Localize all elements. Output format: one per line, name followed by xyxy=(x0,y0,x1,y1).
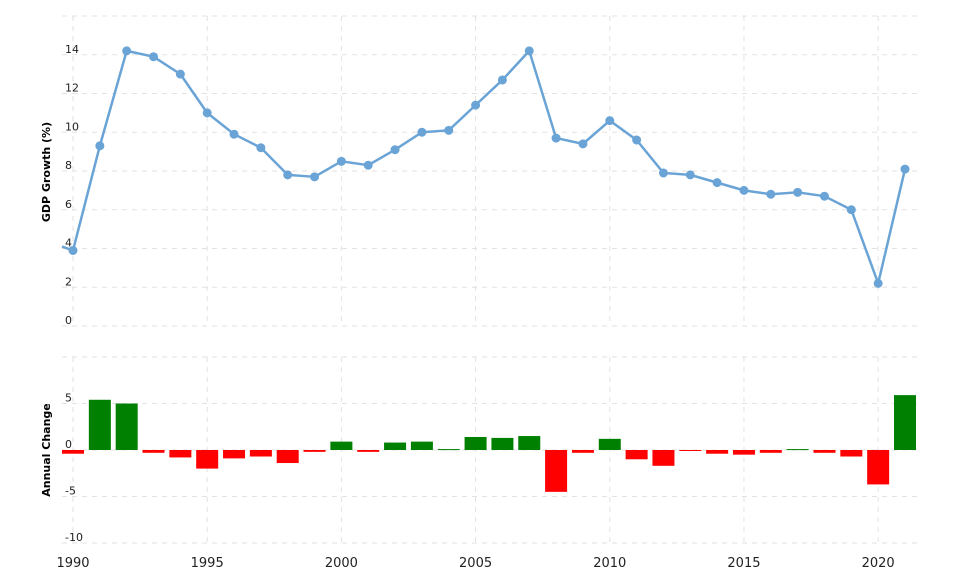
annual-change-bar xyxy=(223,450,246,459)
annual-change-bar xyxy=(894,395,916,450)
annual-change-bar xyxy=(384,442,407,450)
annual-change-bar xyxy=(518,436,541,450)
top-y-tick-label: 14 xyxy=(65,43,79,56)
annual-change-bar xyxy=(598,438,621,450)
gdp-growth-point xyxy=(471,100,481,110)
gdp-growth-point xyxy=(739,185,749,195)
gdp-growth-point xyxy=(283,170,293,180)
gdp-growth-point xyxy=(310,172,320,182)
annual-change-bar xyxy=(491,437,514,450)
gdp-growth-point xyxy=(256,143,266,153)
gdp-growth-point xyxy=(175,69,185,79)
top-y-tick-label: 6 xyxy=(65,198,72,211)
gdp-growth-point xyxy=(68,245,78,255)
gdp-growth-point xyxy=(202,108,212,118)
top-panel-grid xyxy=(62,15,917,327)
x-tick-label: 2020 xyxy=(862,556,895,571)
gdp-growth-point xyxy=(551,133,561,143)
annual-change-bar xyxy=(625,450,648,460)
gdp-growth-point xyxy=(819,191,829,201)
annual-change-bars xyxy=(62,395,916,492)
gdp-growth-series xyxy=(61,46,910,288)
gdp-growth-point xyxy=(149,52,159,62)
bottom-y-tick-label: -5 xyxy=(65,485,76,498)
annual-change-bar xyxy=(652,450,675,466)
gdp-growth-point xyxy=(95,141,105,151)
annual-change-bar xyxy=(786,449,809,451)
annual-change-bar xyxy=(759,450,782,453)
gdp-growth-point xyxy=(766,189,776,199)
gdp-growth-point xyxy=(390,145,400,155)
top-y-tick-label: 2 xyxy=(65,275,72,288)
gdp-growth-point xyxy=(900,164,910,174)
annual-change-bar xyxy=(867,450,890,485)
gdp-growth-point xyxy=(578,139,588,149)
annual-change-bar xyxy=(410,441,433,450)
annual-change-bar xyxy=(813,450,836,453)
top-y-tick-label: 0 xyxy=(65,314,72,327)
gdp-growth-point xyxy=(444,125,454,135)
annual-change-bar xyxy=(840,450,863,457)
annual-change-bar xyxy=(464,436,487,450)
annual-change-bar xyxy=(196,450,219,469)
gdp-growth-point xyxy=(632,135,642,145)
gdp-growth-point xyxy=(336,156,346,166)
annual-change-bar xyxy=(706,450,729,454)
x-tick-label: 2000 xyxy=(325,556,358,571)
annual-change-bar xyxy=(330,441,353,450)
annual-change-bar xyxy=(571,450,594,453)
x-tick-label: 1990 xyxy=(56,556,89,571)
x-tick-label: 2015 xyxy=(727,556,760,571)
gdp-growth-point xyxy=(497,75,507,85)
bottom-y-tick-label: 5 xyxy=(65,392,72,405)
annual-change-bar xyxy=(303,450,326,452)
annual-change-bar xyxy=(679,450,702,451)
gdp-growth-point xyxy=(846,205,856,215)
annual-change-bar xyxy=(169,450,192,458)
bottom-y-tick-label: -10 xyxy=(65,531,83,544)
gdp-growth-point xyxy=(605,116,615,126)
gdp-growth-point xyxy=(658,168,668,178)
annual-change-bar xyxy=(437,449,460,451)
annual-change-bar xyxy=(545,450,568,492)
bottom-panel-y-ticks: -10 -5 0 5 xyxy=(65,392,83,545)
gdp-growth-point xyxy=(685,170,695,180)
top-panel-y-axis-title: GDP Growth (%) xyxy=(40,122,53,222)
top-y-tick-label: 4 xyxy=(65,237,72,250)
gdp-growth-point xyxy=(793,187,803,197)
bottom-y-tick-label: 0 xyxy=(65,438,72,451)
top-y-tick-label: 12 xyxy=(65,82,79,95)
annual-change-bar xyxy=(142,450,165,453)
annual-change-bar xyxy=(276,450,299,464)
annual-change-bar xyxy=(115,403,138,450)
gdp-growth-point xyxy=(417,127,427,137)
gdp-growth-point xyxy=(363,160,373,170)
annual-change-bar xyxy=(88,399,111,450)
gdp-growth-point xyxy=(524,46,534,56)
top-y-tick-label: 10 xyxy=(65,120,79,133)
gdp-growth-point xyxy=(122,46,132,56)
x-tick-label: 1995 xyxy=(191,556,224,571)
top-panel-y-ticks: 0 2 4 6 8 10 12 14 xyxy=(65,43,79,327)
x-tick-label: 2005 xyxy=(459,556,492,571)
gdp-growth-point xyxy=(229,129,239,139)
top-y-tick-label: 8 xyxy=(65,159,72,172)
annual-change-bar xyxy=(249,450,272,457)
annual-change-bar xyxy=(357,450,380,452)
gdp-growth-point xyxy=(873,278,883,288)
annual-change-bar xyxy=(62,450,84,454)
annual-change-bar xyxy=(732,450,755,455)
x-tick-label: 2010 xyxy=(593,556,626,571)
x-axis-ticks: 1990 1995 2000 2005 2010 2015 2020 xyxy=(56,556,894,571)
gdp-growth-point xyxy=(712,178,722,188)
bottom-panel-y-axis-title: Annual Change xyxy=(40,403,53,497)
